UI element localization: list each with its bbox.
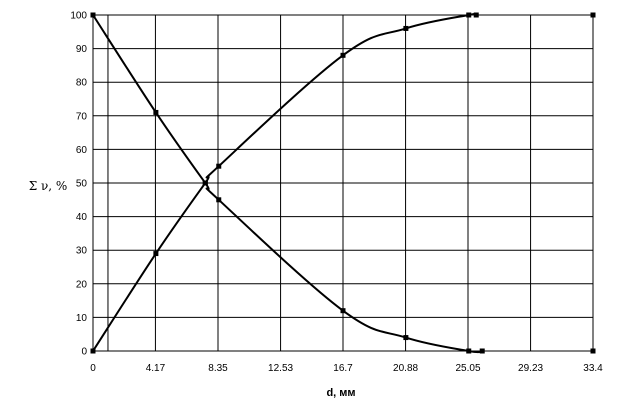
data-point bbox=[202, 180, 208, 186]
data-point bbox=[479, 348, 485, 354]
y-tick-label: 10 bbox=[76, 313, 88, 324]
data-point bbox=[340, 308, 346, 314]
x-tick-label: 20.88 bbox=[393, 363, 418, 374]
data-point bbox=[466, 348, 472, 354]
data-point bbox=[216, 197, 222, 203]
x-tick-label: 0 bbox=[90, 363, 96, 374]
data-point bbox=[473, 12, 479, 18]
grid bbox=[92, 14, 594, 352]
series-line-2 bbox=[92, 14, 483, 354]
data-point bbox=[340, 52, 346, 58]
x-tick-label: 16.7 bbox=[333, 363, 353, 374]
x-tick-label: 12.53 bbox=[268, 363, 293, 374]
x-tick-label: 4.17 bbox=[146, 363, 166, 374]
y-tick-label: 40 bbox=[76, 212, 88, 223]
data-point bbox=[153, 251, 159, 257]
x-tick-labels: 0 4.17 8.35 12.53 16.7 20.88 25.05 29.23 33.4 bbox=[90, 363, 603, 374]
x-axis-label: d, мм bbox=[326, 387, 355, 399]
data-point bbox=[590, 12, 596, 18]
y-tick-labels: 0 10 20 30 40 50 60 70 80 90 100 bbox=[70, 11, 87, 358]
y-axis-label: Σ ν, % bbox=[29, 179, 68, 193]
data-point bbox=[153, 109, 159, 115]
y-tick-label: 80 bbox=[76, 78, 88, 89]
x-tick-label: 29.23 bbox=[518, 363, 543, 374]
y-tick-label: 20 bbox=[76, 279, 88, 290]
y-tick-label: 70 bbox=[76, 111, 88, 122]
y-tick-label: 0 bbox=[81, 347, 87, 358]
y-tick-label: 60 bbox=[76, 145, 88, 156]
data-point bbox=[403, 25, 409, 31]
data-point bbox=[90, 12, 96, 18]
x-tick-label: 25.05 bbox=[455, 363, 480, 374]
series-markers bbox=[90, 12, 596, 354]
data-point bbox=[466, 12, 472, 18]
data-point bbox=[403, 335, 409, 341]
data-point bbox=[216, 163, 222, 169]
x-tick-label: 33.4 bbox=[583, 363, 603, 374]
series-line-1 bbox=[92, 12, 478, 352]
y-tick-label: 30 bbox=[76, 246, 88, 257]
x-tick-label: 8.35 bbox=[208, 363, 228, 374]
y-tick-label: 50 bbox=[76, 179, 88, 190]
y-tick-label: 90 bbox=[76, 44, 88, 55]
data-point bbox=[90, 348, 96, 354]
data-point bbox=[590, 348, 596, 354]
y-tick-label: 100 bbox=[70, 11, 87, 22]
